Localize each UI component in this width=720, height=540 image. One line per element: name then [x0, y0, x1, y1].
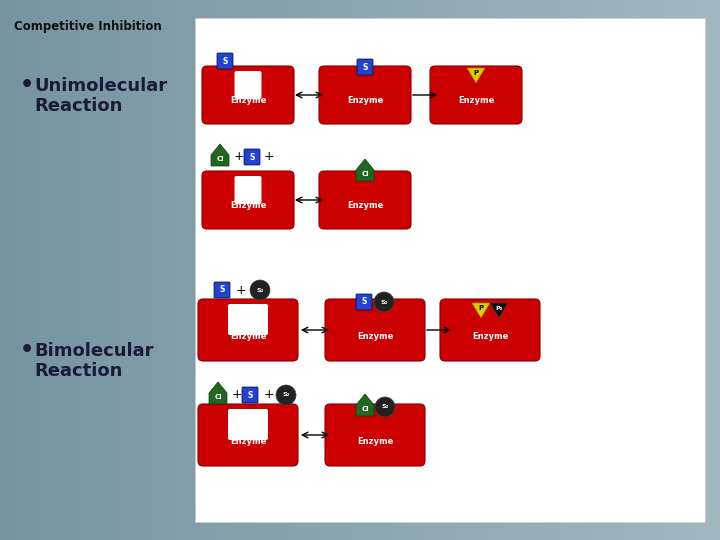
FancyBboxPatch shape — [242, 387, 258, 403]
Text: P: P — [478, 305, 484, 311]
Text: Reaction: Reaction — [34, 97, 122, 115]
Text: Enzyme: Enzyme — [472, 332, 508, 341]
FancyBboxPatch shape — [244, 149, 260, 165]
Text: Enzyme: Enzyme — [230, 437, 266, 445]
Polygon shape — [490, 303, 508, 318]
Text: Enzyme: Enzyme — [230, 96, 266, 105]
Text: Unimolecular: Unimolecular — [34, 77, 167, 95]
Text: •: • — [20, 340, 35, 360]
Polygon shape — [356, 394, 374, 416]
Text: +: + — [232, 388, 243, 402]
Text: P: P — [474, 70, 479, 76]
Text: Enzyme: Enzyme — [458, 96, 494, 105]
Text: Bimolecular: Bimolecular — [34, 342, 153, 360]
Polygon shape — [472, 303, 490, 318]
FancyBboxPatch shape — [325, 404, 425, 466]
Text: CI: CI — [216, 156, 224, 162]
Text: CI: CI — [361, 171, 369, 177]
Text: CI: CI — [361, 406, 369, 412]
FancyBboxPatch shape — [357, 59, 373, 75]
Text: Reaction: Reaction — [34, 362, 122, 380]
Text: S₂: S₂ — [382, 404, 389, 409]
Text: S₂: S₂ — [256, 287, 264, 293]
Polygon shape — [211, 144, 229, 166]
Text: S₂: S₂ — [380, 300, 387, 305]
FancyBboxPatch shape — [325, 299, 425, 361]
FancyBboxPatch shape — [228, 304, 268, 335]
Text: S: S — [249, 152, 255, 161]
FancyBboxPatch shape — [202, 66, 294, 124]
Circle shape — [276, 385, 296, 405]
Polygon shape — [356, 159, 374, 181]
FancyBboxPatch shape — [235, 176, 261, 204]
Text: +: + — [264, 388, 274, 402]
Text: S₂: S₂ — [282, 393, 289, 397]
FancyBboxPatch shape — [319, 66, 411, 124]
FancyBboxPatch shape — [319, 171, 411, 229]
FancyBboxPatch shape — [440, 299, 540, 361]
Text: S: S — [362, 63, 368, 71]
Text: S: S — [220, 286, 225, 294]
Text: +: + — [234, 151, 245, 164]
Text: •: • — [20, 75, 35, 95]
Polygon shape — [467, 68, 485, 83]
FancyBboxPatch shape — [202, 171, 294, 229]
Text: +: + — [236, 284, 247, 296]
Text: Enzyme: Enzyme — [347, 96, 383, 105]
Text: S: S — [222, 57, 228, 65]
Text: S: S — [361, 298, 366, 307]
Text: Enzyme: Enzyme — [230, 201, 266, 210]
Circle shape — [375, 397, 395, 417]
FancyBboxPatch shape — [228, 409, 268, 440]
Text: Enzyme: Enzyme — [357, 437, 393, 445]
FancyBboxPatch shape — [217, 53, 233, 69]
Text: Competitive Inhibition: Competitive Inhibition — [14, 20, 162, 33]
FancyBboxPatch shape — [430, 66, 522, 124]
FancyBboxPatch shape — [214, 282, 230, 298]
Circle shape — [250, 280, 270, 300]
FancyBboxPatch shape — [198, 404, 298, 466]
FancyBboxPatch shape — [195, 18, 705, 522]
FancyBboxPatch shape — [235, 71, 261, 99]
Text: S: S — [247, 390, 253, 400]
Text: +: + — [264, 151, 274, 164]
Polygon shape — [209, 382, 227, 404]
Text: Enzyme: Enzyme — [347, 201, 383, 210]
Text: P₂: P₂ — [495, 306, 503, 310]
Text: Enzyme: Enzyme — [357, 332, 393, 341]
Text: Enzyme: Enzyme — [230, 332, 266, 341]
Circle shape — [374, 292, 394, 312]
FancyBboxPatch shape — [198, 299, 298, 361]
FancyBboxPatch shape — [356, 294, 372, 310]
Text: CI: CI — [214, 394, 222, 400]
